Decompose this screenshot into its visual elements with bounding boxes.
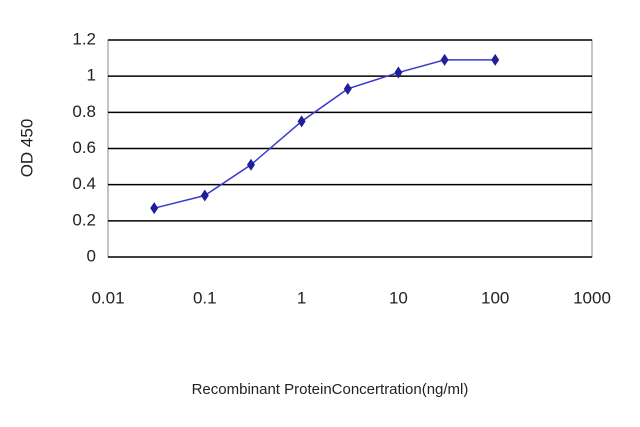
data-point — [297, 115, 306, 128]
y-tick-label: 0.2 — [72, 210, 96, 229]
data-point — [200, 189, 209, 202]
data-point — [491, 53, 500, 66]
data-point — [440, 53, 449, 66]
x-axis-title: Recombinant ProteinConcertration(ng/ml) — [192, 381, 469, 398]
y-tick-label: 0.6 — [72, 138, 96, 157]
series-line — [154, 59, 496, 209]
data-point — [343, 82, 352, 95]
x-tick-label: 1 — [297, 288, 306, 307]
y-axis-title: OD 450 — [17, 119, 36, 178]
x-tick-label: 100 — [481, 288, 509, 307]
y-tick-label: 1.2 — [72, 29, 96, 48]
y-tick-label: 0 — [87, 246, 96, 265]
y-tick-label: 1 — [87, 66, 96, 85]
data-point — [150, 202, 159, 215]
data-point — [246, 158, 255, 171]
y-tick-label: 0.4 — [72, 174, 96, 193]
y-tick-label: 0.8 — [72, 102, 96, 121]
x-tick-label: 10 — [389, 288, 408, 307]
data-point — [394, 66, 403, 79]
x-tick-label: 0.1 — [193, 288, 217, 307]
x-tick-label: 0.01 — [91, 288, 124, 307]
x-tick-label: 1000 — [573, 288, 611, 307]
